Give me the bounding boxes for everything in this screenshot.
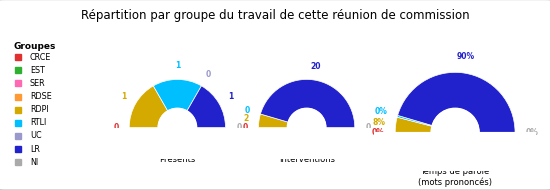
Text: 90%: 90% [457,52,475,61]
Text: NI: NI [30,158,38,167]
Circle shape [287,108,326,147]
Text: 2: 2 [243,114,248,123]
Text: 0%: 0% [372,128,385,137]
Wedge shape [153,79,201,111]
Text: Présents: Présents [160,155,195,165]
Text: UC: UC [30,131,42,140]
Wedge shape [261,79,355,127]
Wedge shape [187,86,225,127]
Text: 1: 1 [122,92,126,101]
Text: RDPI: RDPI [30,105,48,114]
Text: 0: 0 [366,123,371,132]
Text: RDSE: RDSE [30,92,52,101]
Text: 1: 1 [175,61,180,70]
Text: 0: 0 [206,70,211,79]
Text: 1: 1 [228,92,233,101]
Text: Interventions: Interventions [279,155,334,165]
Circle shape [158,108,197,147]
Text: RTLI: RTLI [30,118,46,127]
FancyBboxPatch shape [1,31,112,182]
Text: LR: LR [30,145,40,154]
Text: 0: 0 [113,123,118,132]
Text: EST: EST [30,66,45,75]
Wedge shape [129,86,168,127]
Bar [112,127,243,159]
Text: 0: 0 [236,123,241,132]
Text: 0: 0 [243,123,248,132]
Text: CRCE: CRCE [30,53,51,62]
Text: 8%: 8% [372,118,386,127]
Bar [374,132,536,171]
Bar [241,127,372,159]
Text: Temps de parole
(mots prononcés): Temps de parole (mots prononcés) [418,167,492,187]
Text: 20: 20 [310,62,321,71]
Text: 0%: 0% [375,107,388,116]
Text: SER: SER [30,79,46,88]
Wedge shape [395,117,432,132]
Text: 0: 0 [245,106,250,115]
Wedge shape [398,72,515,132]
Circle shape [431,108,479,156]
Text: Répartition par groupe du travail de cette réunion de commission: Répartition par groupe du travail de cet… [81,9,469,21]
Wedge shape [397,115,432,126]
Text: 0%: 0% [525,128,538,137]
Wedge shape [258,114,288,127]
Text: Groupes: Groupes [14,42,56,51]
